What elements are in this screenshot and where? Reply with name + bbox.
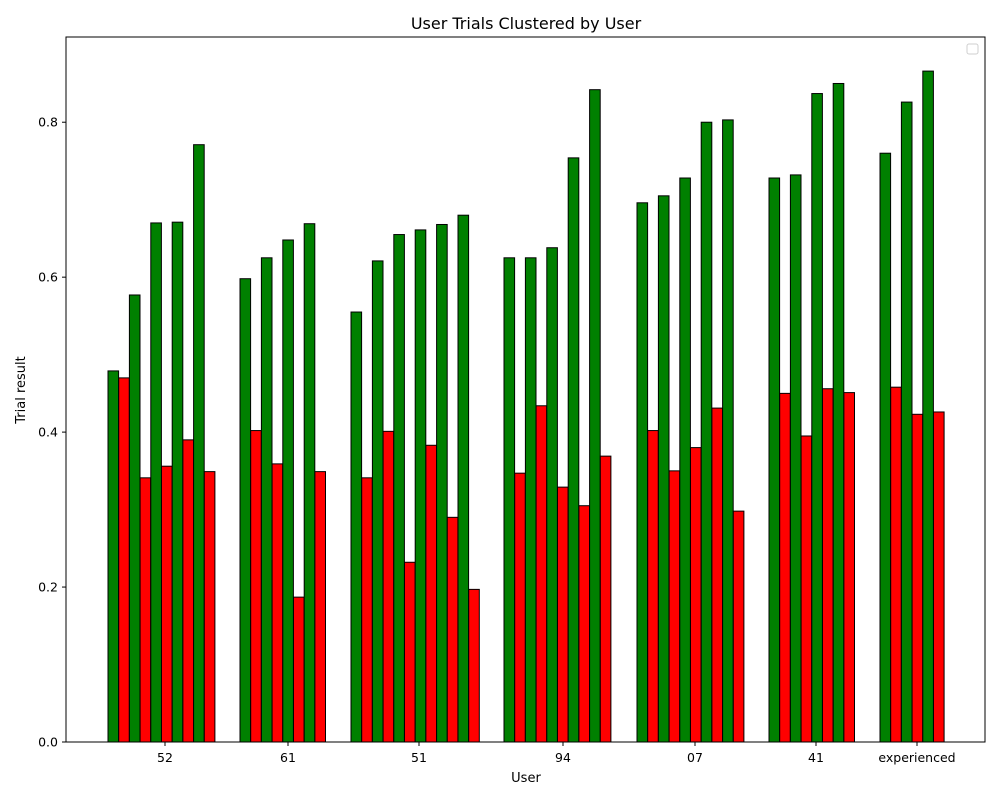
bar-success-94-2 bbox=[524, 257, 537, 743]
bar-success-51-0 bbox=[350, 311, 363, 743]
y-axis-label: Trial result bbox=[14, 356, 29, 424]
bar-failure-51-1 bbox=[361, 477, 373, 743]
bar-failure-94-9 bbox=[599, 455, 612, 743]
bar-group-61 bbox=[239, 223, 326, 743]
y-tick-label: 0.2 bbox=[38, 580, 58, 595]
y-axis-ticks: 0.0 0.2 0.4 0.6 0.8 bbox=[38, 115, 66, 750]
bar-failure-experienced-1 bbox=[890, 386, 902, 743]
bar-success-51-6 bbox=[414, 229, 427, 743]
bar-failure-61-5 bbox=[293, 596, 305, 743]
bar-success-52-2 bbox=[128, 294, 141, 743]
y-tick-label: 0.8 bbox=[38, 115, 58, 130]
bars-layer bbox=[107, 70, 945, 743]
bar-failure-41-7 bbox=[843, 392, 856, 743]
bar-failure-94-7 bbox=[578, 505, 591, 743]
x-tick-label: experienced bbox=[878, 750, 955, 765]
bar-failure-41-3 bbox=[800, 435, 813, 743]
bar-failure-94-5 bbox=[557, 486, 569, 743]
bar-success-07-6 bbox=[700, 121, 713, 743]
bar-failure-52-1 bbox=[118, 377, 130, 743]
x-axis-ticks: 52 61 51 94 07 41 experienced bbox=[157, 742, 956, 765]
bar-success-41-4 bbox=[811, 93, 823, 743]
bar-success-07-0 bbox=[636, 202, 649, 743]
y-tick-label: 0.4 bbox=[38, 425, 58, 440]
y-tick-label: 0.6 bbox=[38, 270, 58, 285]
bar-success-experienced-4 bbox=[922, 70, 934, 743]
bar-failure-41-5 bbox=[822, 388, 834, 743]
bar-failure-52-5 bbox=[161, 465, 173, 743]
bar-success-51-10 bbox=[457, 214, 470, 743]
bar-success-61-2 bbox=[260, 257, 273, 743]
bar-success-52-4 bbox=[150, 222, 162, 743]
bar-success-51-8 bbox=[436, 223, 448, 743]
bar-failure-52-9 bbox=[203, 471, 216, 743]
bar-success-94-8 bbox=[589, 89, 601, 743]
plot-frame bbox=[65, 36, 986, 743]
bar-success-41-6 bbox=[832, 82, 845, 743]
bar-success-51-4 bbox=[393, 234, 405, 743]
bar-success-61-4 bbox=[282, 239, 294, 743]
bar-failure-experienced-5 bbox=[933, 411, 945, 743]
bar-success-07-2 bbox=[657, 195, 670, 743]
bar-success-94-6 bbox=[567, 157, 580, 743]
bar-failure-52-7 bbox=[182, 439, 194, 743]
bar-success-experienced-0 bbox=[879, 152, 892, 743]
bar-success-61-0 bbox=[239, 278, 252, 743]
bar-failure-51-5 bbox=[404, 561, 416, 743]
x-tick-label: 51 bbox=[411, 750, 427, 765]
chart-title: User Trials Clustered by User bbox=[411, 14, 642, 33]
bar-group-41 bbox=[768, 82, 856, 743]
bar-failure-07-3 bbox=[668, 470, 681, 743]
bar-failure-61-7 bbox=[314, 471, 326, 743]
bar-failure-51-11 bbox=[468, 588, 480, 743]
bar-success-41-0 bbox=[768, 177, 781, 743]
bar-failure-41-1 bbox=[779, 392, 791, 743]
bar-success-94-4 bbox=[546, 247, 558, 743]
bar-failure-52-3 bbox=[139, 477, 152, 743]
legend-box bbox=[966, 43, 979, 55]
x-tick-label: 94 bbox=[555, 750, 571, 765]
bar-success-41-2 bbox=[789, 174, 802, 743]
bar-group-experienced bbox=[879, 70, 945, 743]
bar-group-94 bbox=[503, 89, 612, 743]
bar-group-51 bbox=[350, 214, 480, 743]
x-axis-label: User bbox=[511, 771, 541, 786]
bar-failure-07-9 bbox=[732, 510, 745, 743]
x-tick-label: 61 bbox=[280, 750, 296, 765]
bar-success-52-0 bbox=[107, 370, 120, 743]
bar-success-61-6 bbox=[303, 223, 316, 743]
bar-failure-94-1 bbox=[514, 472, 526, 743]
bar-failure-07-5 bbox=[690, 447, 702, 743]
bar-success-52-6 bbox=[171, 221, 184, 743]
bar-failure-07-7 bbox=[711, 407, 724, 743]
bar-success-52-8 bbox=[193, 144, 205, 743]
bar-success-94-0 bbox=[503, 257, 516, 743]
bar-failure-94-3 bbox=[535, 405, 548, 743]
bar-success-07-8 bbox=[722, 119, 734, 743]
bar-failure-experienced-3 bbox=[911, 413, 924, 743]
bar-group-52 bbox=[107, 144, 216, 743]
bar-failure-07-1 bbox=[647, 430, 659, 743]
bar-success-experienced-2 bbox=[900, 101, 913, 743]
bar-failure-51-7 bbox=[425, 444, 437, 743]
bar-failure-61-1 bbox=[250, 430, 262, 743]
y-tick-label: 0.0 bbox=[38, 735, 58, 750]
x-tick-label: 07 bbox=[687, 750, 703, 765]
bar-failure-61-3 bbox=[271, 463, 284, 743]
x-tick-label: 41 bbox=[808, 750, 824, 765]
bar-success-51-2 bbox=[371, 260, 384, 743]
x-tick-label: 52 bbox=[157, 750, 173, 765]
bar-failure-51-9 bbox=[446, 516, 459, 743]
bar-success-07-4 bbox=[679, 177, 691, 743]
bar-failure-51-3 bbox=[382, 430, 395, 743]
bar-group-07 bbox=[636, 119, 745, 743]
